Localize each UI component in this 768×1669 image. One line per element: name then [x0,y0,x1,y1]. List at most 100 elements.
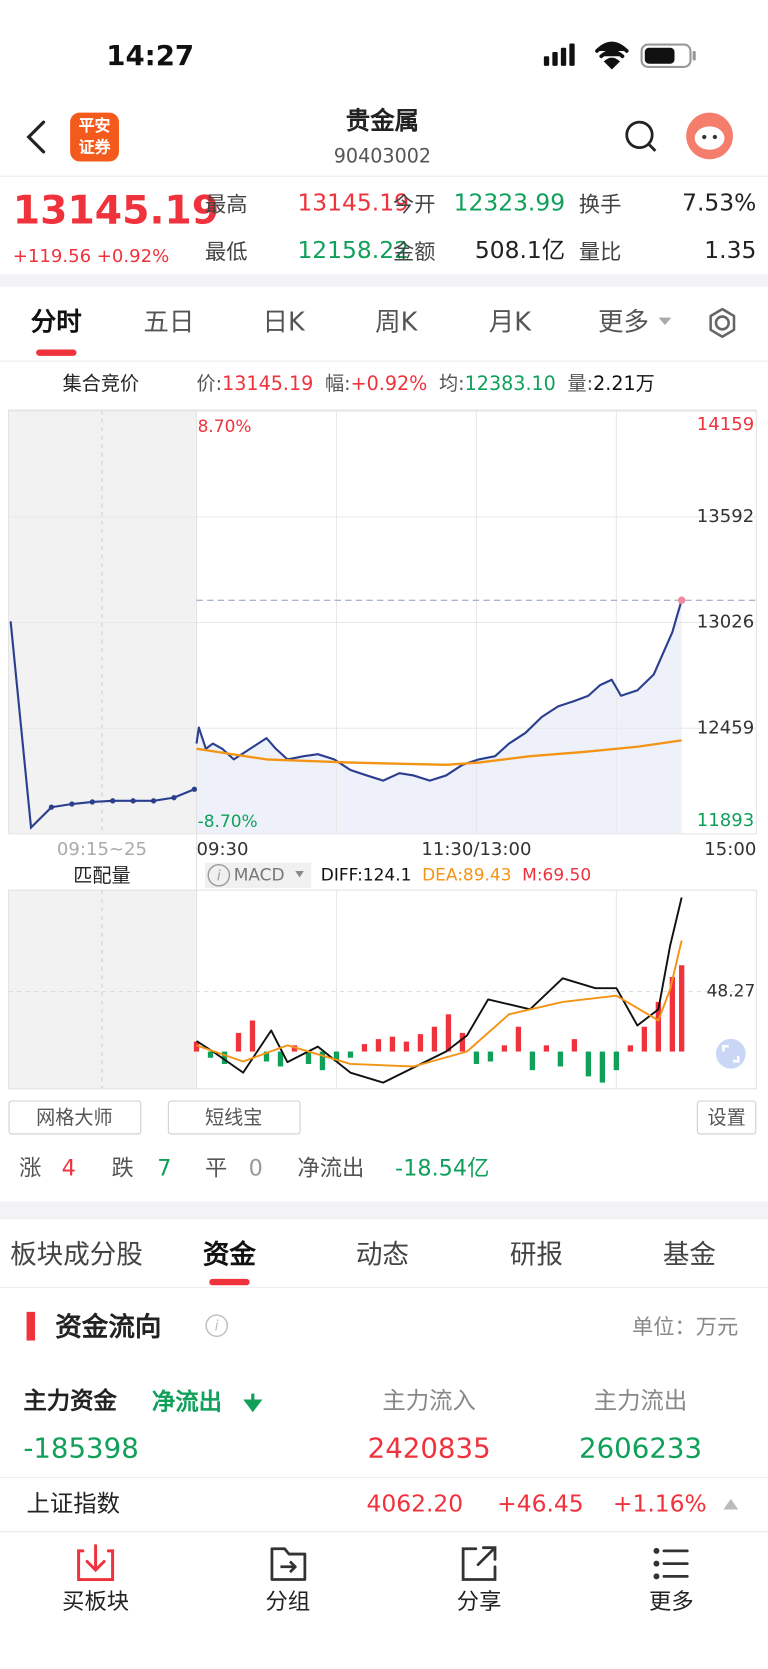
nav-label[interactable]: 买板块 [62,1588,130,1615]
buy-icon[interactable] [77,1544,115,1582]
nav-label[interactable]: 分享 [456,1588,502,1615]
breadth-label: 跌 [111,1155,134,1181]
period-tab[interactable]: 五日 [143,306,195,337]
tool-button[interactable] [696,1100,757,1135]
premarket-point [48,804,55,810]
field-label: 换手 [578,191,622,217]
macd-bar [305,1051,312,1064]
back-button[interactable] [26,120,46,154]
macd-bar [431,1026,438,1052]
status-time: 14:27 [106,40,195,73]
premarket-volume-area [8,890,197,1089]
macd-bar [221,1051,228,1064]
period-tab[interactable]: 日K [262,306,305,337]
x-tick-label: 09:30 [197,839,249,860]
wifi-icon [595,41,629,70]
group-icon[interactable] [270,1547,307,1581]
price-line [195,599,683,782]
info-icon[interactable]: i [205,1314,229,1337]
dea-line [196,940,683,1068]
section-tab[interactable]: 资金 [202,1239,257,1270]
y-tick-label: 13592 [697,506,754,527]
flow-value: -185398 [23,1432,139,1465]
macd-bar [515,1026,522,1052]
field-label: 金额 [393,239,436,265]
macd-bar [487,1051,494,1062]
average-line [196,739,682,766]
y-tick-label: 48.27 [707,982,756,1002]
macd-bar [627,1045,634,1052]
tool-label[interactable]: 设置 [707,1106,746,1130]
macd-bar [291,1045,298,1052]
tool-label[interactable]: 网格大师 [36,1106,113,1130]
macd-bar [193,1041,200,1052]
zoom-button[interactable] [715,1038,746,1069]
field-value: 12158.22 [297,237,409,265]
logo-text: 平安 [78,116,111,136]
field-label: 量比 [578,239,622,265]
macd-bar [655,1001,662,1052]
breadth-value: 7 [157,1155,172,1181]
macd-bar [263,1051,270,1062]
section-tab[interactable]: 动态 [355,1239,409,1270]
svg-text:i: i [217,868,221,884]
info-value: +0.92% [350,372,428,396]
period-tab[interactable]: 周K [375,306,418,337]
tool-button[interactable] [167,1100,301,1135]
flow-label: 主力流入 [382,1388,476,1415]
premarket-point [89,799,95,805]
field-value: 1.35 [704,237,757,265]
info-label: 均: [439,372,465,396]
y-tick-label: 12459 [697,717,754,738]
field-value: 7.53% [682,190,757,217]
share-icon[interactable] [461,1546,497,1581]
breadth-label: 平 [205,1155,228,1181]
macd-bar [557,1051,564,1067]
range-low: -8.70% [198,812,258,832]
period-tab[interactable]: 分时 [30,306,82,337]
macd-selector[interactable]: i [205,862,312,889]
y-tick-label: 13026 [697,611,754,632]
last-price: 13145.19 [12,187,220,234]
section-tab[interactable]: 研报 [509,1239,563,1270]
period-tab[interactable]: 月K [488,306,531,337]
flow-value: 2606233 [579,1432,703,1465]
macd-bar [679,965,685,1052]
macd-bar [319,1051,326,1071]
indicator-value: DEA:89.43 [422,865,511,885]
more-dropdown[interactable] [658,317,672,326]
search-button[interactable] [625,120,657,152]
macd-bar [347,1051,354,1058]
indicator-value: DIFF:124.1 [321,865,412,885]
section-tab[interactable]: 板块成分股 [10,1239,143,1270]
signal-icon [543,43,575,66]
period-tab[interactable]: 更多 [598,306,650,337]
premarket-point [191,786,198,792]
indicator-value: M:69.50 [522,865,591,885]
tool-button[interactable] [8,1100,142,1135]
flow-value: 2420835 [367,1432,491,1465]
volume-title: 匹配量 [73,864,130,887]
nav-label[interactable]: 更多 [649,1588,694,1615]
section-title: 资金流向 [55,1311,162,1343]
settings-button[interactable] [709,307,736,339]
expand-arrow[interactable] [723,1498,739,1510]
tool-label[interactable]: 短线宝 [205,1106,263,1130]
index-price: 4062.20 [366,1491,464,1518]
price-area [196,600,682,834]
more-icon[interactable] [653,1547,689,1580]
separator-band [0,1201,768,1220]
x-tick-label: 15:00 [704,839,756,860]
macd-bar [585,1051,592,1077]
section-tab[interactable]: 基金 [662,1239,716,1270]
field-value: 13145.19 [297,190,409,217]
info-line: 价: 13145.19 幅: +0.92% 均: 12383.10 量: 2.21万 [197,372,667,396]
macd-bar [375,1039,382,1052]
premarket-line [9,621,195,830]
nav-label[interactable]: 分组 [265,1588,311,1615]
x-tick-label: 11:30/13:00 [421,839,531,860]
breadth-label: 净流出 [297,1155,365,1181]
field-label: 最低 [205,239,248,265]
avatar[interactable] [686,112,733,160]
